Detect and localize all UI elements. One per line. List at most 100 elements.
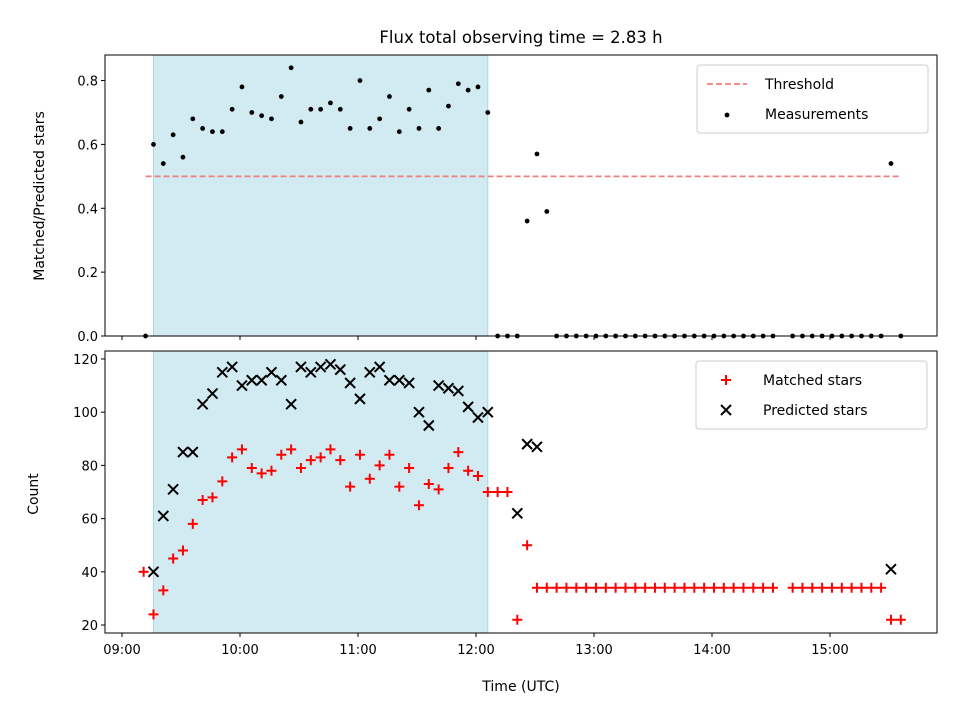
top-shaded-interval xyxy=(152,54,489,337)
matched-star-point xyxy=(472,471,483,482)
matched-star-point xyxy=(335,455,346,466)
matched-star-point xyxy=(522,540,533,551)
matched-star-point xyxy=(502,487,513,497)
x-tick-label: 09:00 xyxy=(103,643,140,658)
bottom-y-tick-label: 80 xyxy=(81,459,98,474)
measurement-point xyxy=(455,81,461,87)
predicted-star-point xyxy=(147,566,160,578)
x-tick-label: 11:00 xyxy=(339,643,376,658)
matched-star-point xyxy=(649,582,660,593)
bottom-y-tick-label: 20 xyxy=(81,619,98,634)
measurement-point xyxy=(544,209,550,214)
matched-star-point xyxy=(640,582,651,593)
matched-star-point xyxy=(551,582,562,593)
matched-star-point xyxy=(758,582,769,593)
predicted-star-point xyxy=(413,406,425,418)
measurement-point xyxy=(259,113,265,119)
matched-star-point xyxy=(384,449,395,460)
matched-star-point xyxy=(610,582,621,593)
measurement-point xyxy=(328,100,333,106)
matched-star-point xyxy=(826,582,837,593)
matched-star-point xyxy=(856,582,867,593)
predicted-star-point xyxy=(383,374,396,386)
matched-star-point xyxy=(364,473,375,484)
matched-star-point xyxy=(394,481,405,492)
matched-star-point xyxy=(266,465,277,476)
matched-star-point xyxy=(541,582,552,593)
measurement-point xyxy=(416,126,422,131)
predicted-star-point xyxy=(462,401,474,413)
matched-star-point xyxy=(689,582,700,593)
matched-star-point xyxy=(177,545,188,556)
matched-star-point xyxy=(187,518,198,529)
predicted-star-point xyxy=(157,510,170,522)
matched-star-point xyxy=(325,444,336,455)
measurement-point xyxy=(249,110,255,115)
x-tick-label: 13:00 xyxy=(575,643,612,658)
predicted-star-point xyxy=(255,374,268,386)
matched-star-point xyxy=(836,582,847,593)
measurement-point xyxy=(298,119,304,125)
predicted-star-point xyxy=(885,563,897,575)
matched-star-point xyxy=(787,582,798,593)
ratio-panel: 0.0 0.2 0.4 0.6 0.8 Threshold Measurements xyxy=(77,54,938,345)
matched-star-point xyxy=(374,460,385,471)
matched-star-point xyxy=(669,582,680,593)
matched-star-point xyxy=(797,582,808,593)
matched-star-point xyxy=(817,582,828,593)
measurement-point xyxy=(387,94,392,99)
matched-star-point xyxy=(413,500,424,511)
measurement-point xyxy=(337,106,343,112)
matched-star-point xyxy=(492,487,503,497)
measurement-point xyxy=(446,103,451,109)
measurement-point xyxy=(219,129,225,135)
matched-star-point xyxy=(895,614,906,625)
matched-star-point xyxy=(246,463,257,474)
matched-star-point xyxy=(207,492,218,503)
predicted-star-point xyxy=(295,361,307,373)
predicted-star-point xyxy=(324,358,337,371)
measurement-point xyxy=(534,151,540,157)
predicted-star-point xyxy=(442,382,455,394)
x-tick-label: 10:00 xyxy=(221,643,258,658)
predicted-star-point xyxy=(403,377,415,389)
predicted-star-point xyxy=(226,361,238,373)
matched-star-point xyxy=(738,582,749,593)
predicted-star-point xyxy=(393,374,406,386)
matched-star-point xyxy=(148,609,159,620)
measurement-point xyxy=(278,94,284,99)
bottom-y-tick-label: 100 xyxy=(73,406,98,421)
measurements-legend-label: Measurements xyxy=(765,107,868,123)
measurement-point xyxy=(485,110,491,115)
predicted-star-point xyxy=(305,366,317,378)
predicted-star-point xyxy=(364,366,376,378)
matched-star-point xyxy=(315,452,326,463)
predicted-star-point xyxy=(334,363,347,376)
predicted-star-point xyxy=(167,483,179,496)
predicted-star-point xyxy=(511,507,524,519)
matched-star-point xyxy=(433,484,444,495)
predicted-star-point xyxy=(354,393,366,405)
matched-legend-swatch xyxy=(721,375,731,385)
predicted-star-point xyxy=(531,441,543,453)
predicted-star-point xyxy=(373,361,386,373)
x-axis-label: Time (UTC) xyxy=(481,679,559,695)
predicted-legend-label: Predicted stars xyxy=(763,403,868,419)
bottom-y-tick-label: 60 xyxy=(81,513,98,528)
predicted-star-point xyxy=(206,387,219,400)
predicted-star-point xyxy=(196,398,209,410)
matched-star-point xyxy=(295,463,306,474)
top-y-tick-label: 0.8 xyxy=(77,75,98,90)
matched-star-point xyxy=(876,582,887,593)
matched-star-point xyxy=(138,566,149,577)
bottom-y-axis-label: Count xyxy=(26,473,42,515)
measurement-point xyxy=(200,126,206,131)
matched-star-point xyxy=(699,582,710,593)
measurement-point xyxy=(357,78,363,83)
measurement-point xyxy=(465,87,471,93)
measurement-point xyxy=(475,84,481,90)
measurement-point xyxy=(180,154,186,160)
matched-star-point xyxy=(885,614,896,625)
matched-star-point xyxy=(600,582,611,593)
matched-star-point xyxy=(354,449,365,460)
